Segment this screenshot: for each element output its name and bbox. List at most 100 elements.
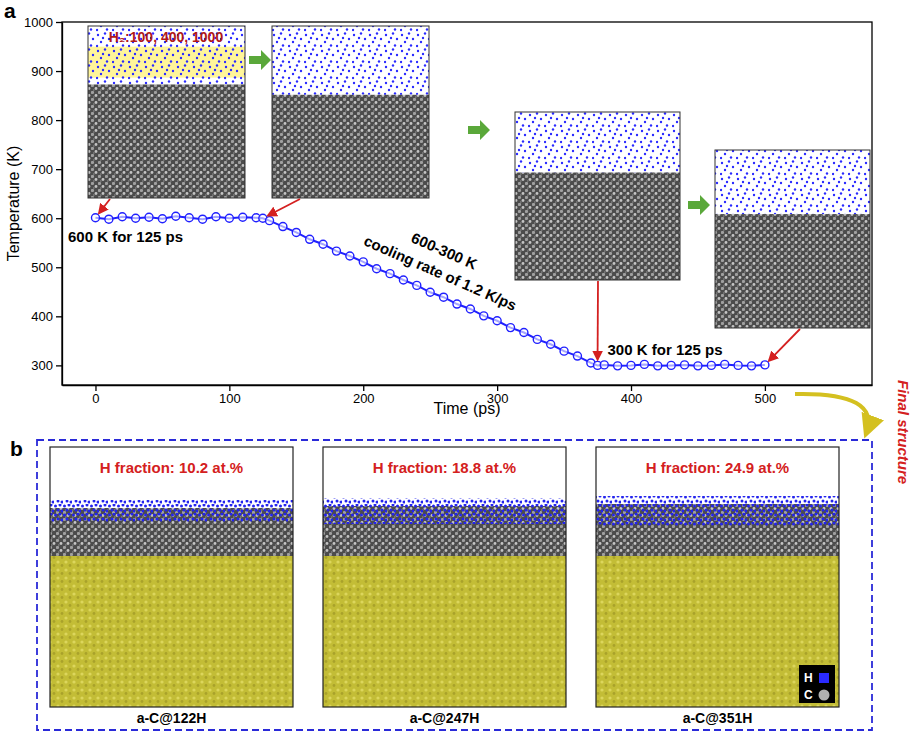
- structure-panel: H fraction: 10.2 at.%a-C@122H: [50, 447, 293, 726]
- snapshot-bg: [715, 150, 870, 328]
- snapshot: [715, 150, 870, 328]
- data-point: [132, 214, 140, 222]
- structure-name: a-C@351H: [683, 710, 753, 726]
- y-tick-mark: [56, 22, 62, 23]
- data-point: [453, 300, 461, 308]
- y-tick-mark: [56, 316, 62, 317]
- data-point: [199, 215, 207, 223]
- data-point: [573, 352, 581, 360]
- y-tick-label: 900: [31, 64, 53, 79]
- x-axis-title: Time (ps): [434, 400, 501, 417]
- x-tick-mark: [363, 385, 364, 391]
- snapshot-border: [88, 26, 245, 198]
- x-tick: 400: [621, 385, 643, 406]
- x-tick-label: 200: [353, 391, 375, 406]
- plot-data: [91, 212, 768, 370]
- h-fraction: H fraction: 24.9 at.%: [646, 459, 789, 476]
- annotation: 300 K for 125 ps: [608, 341, 723, 358]
- carbon-slab: [515, 172, 680, 280]
- step-arrow: [688, 195, 710, 215]
- x-tick-mark: [497, 385, 498, 391]
- y-tick-label: 500: [31, 260, 53, 275]
- structure-border: [596, 447, 839, 707]
- y-tick-mark: [56, 267, 62, 268]
- data-point: [266, 217, 274, 225]
- carbon-slab: [88, 84, 245, 198]
- y-tick-label: 600: [31, 211, 53, 226]
- data-point: [413, 281, 421, 289]
- y-axis: 3004005006007008009001000: [24, 15, 62, 386]
- figure: H₂:100, 400, 100001002003004005003004005…: [0, 0, 919, 734]
- carbon-slab: [272, 95, 429, 198]
- pointer-arrow: [597, 281, 599, 359]
- atom-key-swatch: [819, 690, 830, 701]
- hydrogen-gas: [515, 112, 680, 172]
- panel-a: H₂:100, 400, 100001002003004005003004005…: [4, 0, 873, 417]
- x-tick-label: 100: [219, 391, 241, 406]
- h-fraction: H fraction: 18.8 at.%: [373, 459, 516, 476]
- y-axis-title: Temperature (K): [5, 146, 22, 262]
- snapshot-border: [515, 112, 680, 280]
- panel-b: bH fraction: 10.2 at.%a-C@122HH fraction…: [10, 437, 872, 730]
- annotation: cooling rate of 1.2 K/ps: [361, 232, 519, 314]
- data-point: [172, 212, 180, 220]
- y-tick: 700: [31, 162, 62, 177]
- y-tick-label: 700: [31, 162, 53, 177]
- data-point: [654, 362, 662, 370]
- data-point: [681, 361, 689, 369]
- data-point: [105, 215, 113, 223]
- data-point: [332, 247, 340, 255]
- y-tick: 300: [31, 358, 62, 373]
- annotation: 600 K for 125 ps: [68, 228, 183, 245]
- data-point: [373, 265, 381, 273]
- carbon-slab: [715, 214, 870, 328]
- data-point: [386, 270, 394, 278]
- data-point: [721, 360, 729, 368]
- data-point: [359, 258, 367, 266]
- x-tick-mark: [765, 385, 766, 391]
- data-point: [694, 362, 702, 370]
- y-tick-label: 800: [31, 113, 53, 128]
- data-point: [734, 361, 742, 369]
- inset-label: H₂:100, 400, 1000: [109, 29, 224, 45]
- data-point: [493, 317, 501, 325]
- y-tick: 500: [31, 260, 62, 275]
- step-arrow: [468, 120, 490, 140]
- y-tick: 900: [31, 64, 62, 79]
- data-point: [600, 361, 608, 369]
- data-point: [346, 252, 354, 260]
- atom-key-swatch: [819, 673, 829, 683]
- snapshot: H₂:100, 400, 1000: [88, 26, 245, 198]
- data-point: [212, 213, 220, 221]
- data-point: [640, 360, 648, 368]
- structure-panel: H fraction: 18.8 at.%a-C@247H: [323, 447, 566, 726]
- data-point: [440, 293, 448, 301]
- y-tick-label: 1000: [24, 15, 53, 30]
- y-tick: 1000: [24, 15, 62, 30]
- y-tick-mark: [56, 71, 62, 72]
- snapshot-bg: [272, 26, 429, 198]
- x-tick-mark: [95, 385, 96, 391]
- data-point: [279, 223, 287, 231]
- y-tick-mark: [56, 120, 62, 121]
- snapshot-border: [715, 150, 870, 328]
- atom-key-label: H: [804, 671, 813, 685]
- pointer-arrow: [268, 199, 300, 215]
- hydrogen-surface: [596, 496, 839, 526]
- structure-panel: H fraction: 24.9 at.% a-C@351H: [596, 447, 839, 726]
- snapshot: [272, 26, 429, 198]
- snapshot: [515, 112, 680, 280]
- data-point: [627, 361, 635, 369]
- data-point: [319, 240, 327, 248]
- y-tick-mark: [56, 169, 62, 170]
- structure-bg: [50, 447, 293, 707]
- hydrogen-gas: [88, 26, 245, 84]
- panel-letter: a: [4, 0, 16, 22]
- atom-key: HC: [799, 665, 835, 703]
- y-tick: 800: [31, 113, 62, 128]
- structure-border: [50, 447, 293, 707]
- x-tick-label: 500: [755, 391, 777, 406]
- x-tick: 500: [755, 385, 777, 406]
- x-tick-label: 400: [621, 391, 643, 406]
- data-point: [91, 214, 99, 222]
